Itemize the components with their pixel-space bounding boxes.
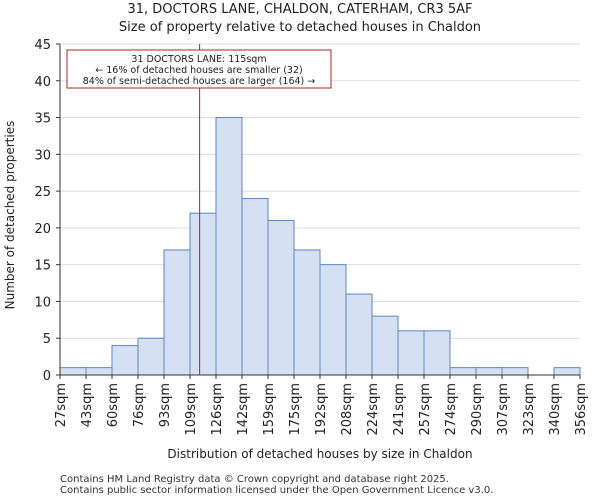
y-tick-label: 45 bbox=[34, 38, 51, 53]
histogram-bar bbox=[215, 117, 243, 376]
y-tick-label: 20 bbox=[34, 222, 51, 237]
y-tick-label: 5 bbox=[43, 332, 51, 347]
x-tick-label: 257sqm bbox=[418, 383, 433, 436]
histogram-bar bbox=[501, 367, 529, 376]
attribution-line-1: Contains HM Land Registry data © Crown c… bbox=[60, 474, 449, 485]
attribution-line-2: Contains public sector information licen… bbox=[60, 485, 494, 496]
x-tick-label: 356sqm bbox=[574, 383, 589, 436]
x-tick-label: 175sqm bbox=[288, 383, 303, 436]
y-tick-labels: 0 5 10 15 20 25 30 35 40 45 bbox=[34, 38, 60, 384]
x-tick-label: 208sqm bbox=[340, 383, 355, 436]
x-tick-label: 224sqm bbox=[366, 383, 381, 436]
annotation-line-2: ← 16% of detached houses are smaller (32… bbox=[95, 65, 302, 76]
x-tick-label: 290sqm bbox=[470, 383, 485, 436]
histogram-bar bbox=[371, 315, 399, 376]
x-tick-label: 241sqm bbox=[392, 383, 407, 436]
x-tick-label: 142sqm bbox=[236, 383, 251, 436]
histogram-bar bbox=[449, 367, 477, 376]
histogram-bar bbox=[293, 249, 321, 376]
histogram-bar bbox=[59, 367, 87, 376]
histogram-bar bbox=[163, 249, 191, 376]
histogram-bar bbox=[111, 345, 139, 376]
histogram-bar bbox=[423, 330, 451, 376]
x-tick-label: 93sqm bbox=[158, 383, 173, 427]
x-tick-label: 43sqm bbox=[80, 383, 95, 427]
x-tick-label: 192sqm bbox=[314, 383, 329, 436]
x-tick-label: 27sqm bbox=[54, 383, 69, 427]
attribution-footer: Contains HM Land Registry data © Crown c… bbox=[60, 474, 493, 496]
x-tick-label: 323sqm bbox=[522, 383, 537, 436]
x-tick-label: 307sqm bbox=[496, 383, 511, 436]
histogram-bar bbox=[553, 367, 581, 376]
histogram-bar bbox=[319, 264, 347, 376]
annotation-line-1: 31 DOCTORS LANE: 115sqm bbox=[131, 54, 266, 65]
histogram-bar bbox=[85, 367, 113, 376]
y-tick-label: 15 bbox=[34, 259, 51, 274]
histogram-bar bbox=[345, 293, 373, 376]
x-tick-labels: 27sqm 43sqm 60sqm 76sqm 93sqm 109sqm 126sqm 142… bbox=[54, 375, 589, 436]
bars bbox=[59, 117, 581, 376]
y-tick-label: 30 bbox=[34, 148, 51, 163]
y-tick-label: 35 bbox=[34, 112, 51, 127]
histogram-bar bbox=[397, 330, 425, 376]
annotation-line-3: 84% of semi-detached houses are larger (… bbox=[83, 76, 316, 87]
histogram-bar bbox=[267, 220, 295, 376]
x-tick-label: 60sqm bbox=[106, 383, 121, 427]
y-tick-label: 0 bbox=[43, 369, 51, 384]
x-tick-label: 274sqm bbox=[444, 383, 459, 436]
y-axis-label: Number of detached properties bbox=[3, 121, 17, 310]
chart-subtitle: Size of property relative to detached ho… bbox=[118, 20, 482, 35]
histogram-bar bbox=[189, 212, 217, 376]
histogram-bar bbox=[475, 367, 503, 376]
x-tick-label: 126sqm bbox=[210, 383, 225, 436]
property-marker: 31 DOCTORS LANE: 115sqm← 16% of detached… bbox=[66, 44, 332, 375]
y-tick-label: 25 bbox=[34, 185, 51, 200]
histogram-bar bbox=[137, 337, 165, 376]
annotation-box bbox=[66, 49, 332, 89]
y-tick-label: 10 bbox=[34, 295, 51, 310]
chart-title-block: 31, DOCTORS LANE, CHALDON, CATERHAM, CR3… bbox=[0, 1, 600, 37]
x-tick-label: 340sqm bbox=[548, 383, 563, 436]
histogram-bar bbox=[241, 197, 269, 376]
x-tick-label: 159sqm bbox=[262, 383, 277, 436]
y-tick-label: 40 bbox=[34, 75, 51, 90]
x-axis-label: Distribution of detached houses by size … bbox=[167, 447, 472, 461]
x-tick-label: 109sqm bbox=[184, 383, 199, 436]
x-tick-label: 76sqm bbox=[132, 383, 147, 427]
chart-title: 31, DOCTORS LANE, CHALDON, CATERHAM, CR3… bbox=[127, 2, 473, 17]
